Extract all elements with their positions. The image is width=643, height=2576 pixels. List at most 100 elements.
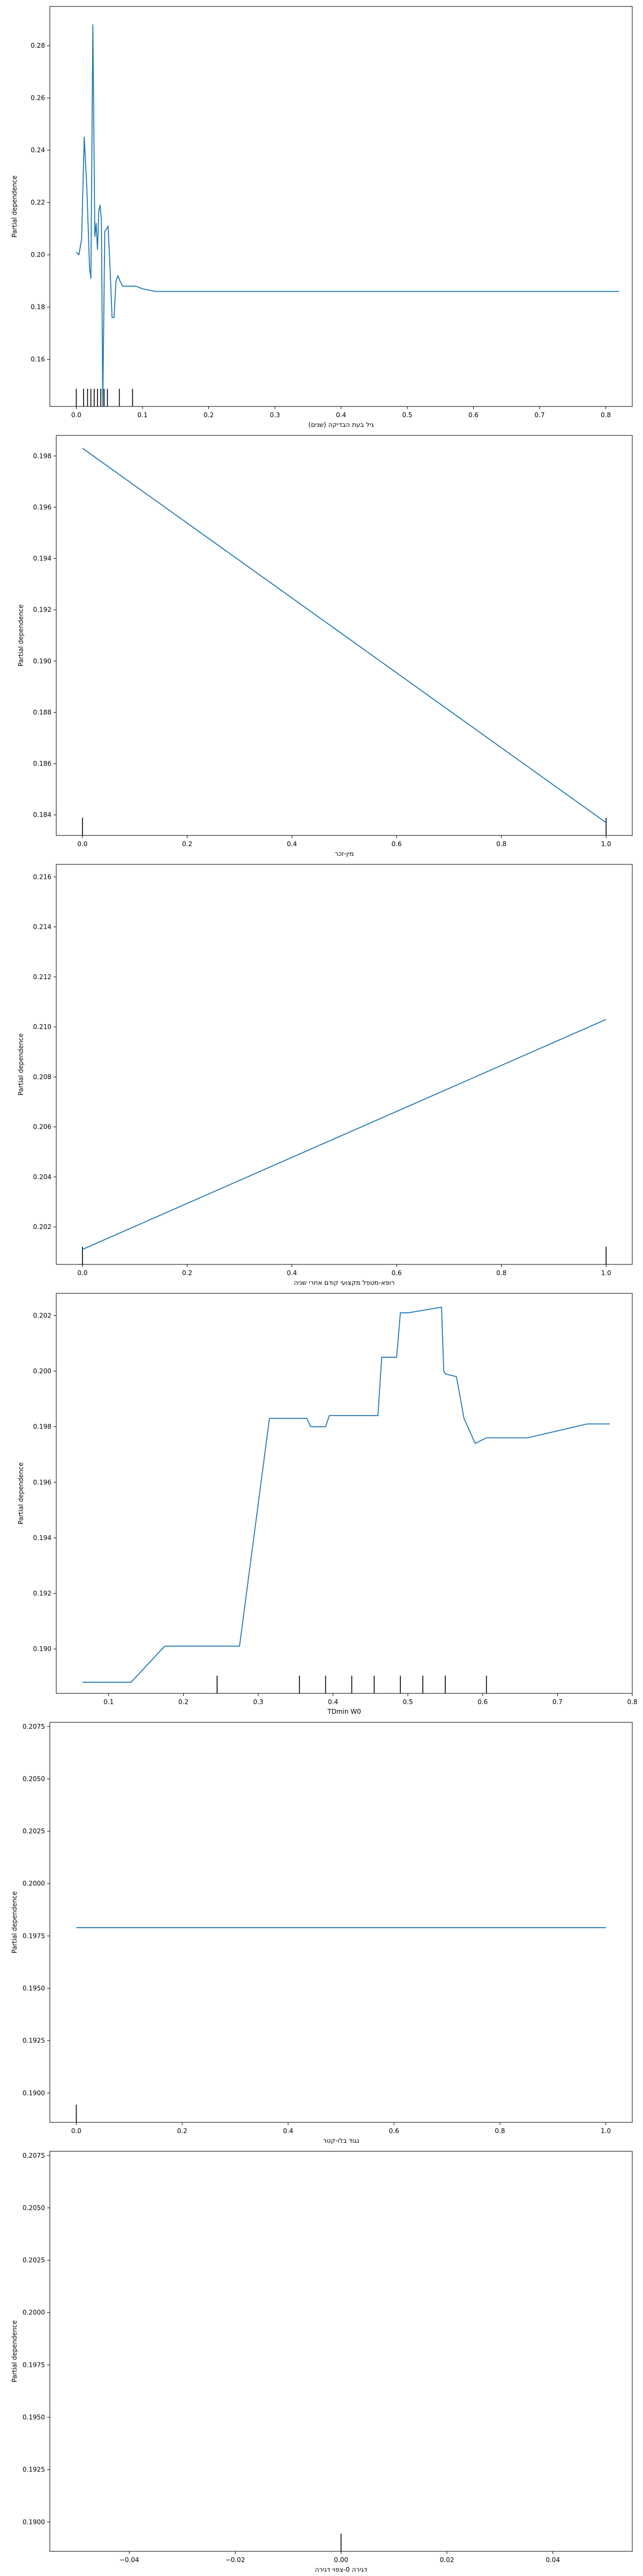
y-tick-label: 0.192 bbox=[33, 1590, 51, 1597]
y-tick-label: 0.2075 bbox=[23, 1723, 45, 1730]
x-tick-label: 0.4 bbox=[336, 411, 346, 419]
x-tick-label: 0.6 bbox=[392, 840, 402, 848]
x-tick-label: 0.2 bbox=[177, 2127, 187, 2135]
x-tick-label: 0.0 bbox=[71, 2127, 81, 2135]
x-tick-label: 0.02 bbox=[440, 2556, 454, 2564]
chart-panel-2: 0.0 0.2 0.4 0.6 0.8 1.0 0.184 0.186 0.188 0.190 0.… bbox=[17, 435, 633, 857]
y-tick-label: 0.24 bbox=[31, 146, 45, 154]
x-tick-label: 0.2 bbox=[204, 411, 214, 419]
x-tick-label: 0.5 bbox=[403, 1698, 413, 1706]
x-tick-label: 0.5 bbox=[402, 411, 412, 419]
chart-panel-3: 0.0 0.2 0.4 0.6 0.8 1.0 0.202 0.204 0.206 0.208 0.… bbox=[17, 864, 633, 1286]
y-tick-label: 0.192 bbox=[33, 606, 51, 613]
x-tick-label: 0.3 bbox=[253, 1698, 263, 1706]
x-tick-label: 1.0 bbox=[601, 1269, 611, 1277]
x-tick-label: 0.0 bbox=[77, 1269, 87, 1277]
x-tick-label: 0.6 bbox=[477, 1698, 488, 1706]
y-tick-label: 0.2075 bbox=[23, 2152, 45, 2159]
y-tick-label: 0.2025 bbox=[23, 1827, 45, 1835]
x-tick-label: 0.00 bbox=[334, 2556, 348, 2564]
axes-frame bbox=[56, 1293, 633, 1694]
x-axis-label: TDmin W0 bbox=[327, 1708, 361, 1715]
x-tick-label: 0.1 bbox=[103, 1698, 114, 1706]
x-tick-label: 0.2 bbox=[182, 840, 192, 848]
x-tick-label: 0.8 bbox=[627, 1698, 637, 1706]
y-tick-label: 0.1900 bbox=[23, 2518, 45, 2526]
partial-dependence-line bbox=[82, 1306, 610, 1683]
y-axis-label: Partial dependence bbox=[17, 1033, 25, 1095]
x-tick-label: 0.1 bbox=[137, 411, 147, 419]
x-tick-label: 0.3 bbox=[270, 411, 280, 419]
x-tick-label: 0.8 bbox=[495, 2127, 505, 2135]
y-axis-label: Partial dependence bbox=[17, 604, 25, 667]
y-tick-label: 0.202 bbox=[33, 1223, 51, 1231]
y-tick-label: 0.26 bbox=[31, 94, 45, 102]
y-tick-label: 0.204 bbox=[33, 1173, 51, 1181]
y-tick-label: 0.1975 bbox=[23, 2361, 45, 2368]
y-tick-label: 0.190 bbox=[33, 657, 51, 665]
y-tick-label: 0.216 bbox=[33, 873, 51, 880]
y-tick-label: 0.1950 bbox=[23, 1985, 45, 1992]
y-tick-label: 0.200 bbox=[33, 1367, 51, 1375]
x-tick-label: 0.4 bbox=[287, 1269, 297, 1277]
y-tick-label: 0.16 bbox=[31, 356, 45, 363]
x-tick-label: 0.8 bbox=[496, 840, 506, 848]
axes-frame bbox=[49, 1722, 633, 2123]
y-tick-label: 0.212 bbox=[33, 973, 51, 981]
x-tick-label: 0.2 bbox=[182, 1269, 192, 1277]
chart-panel-5: 0.0 0.2 0.4 0.6 0.8 1.0 0.1900 0.1925 0.1950 0.19… bbox=[11, 1722, 633, 2144]
x-tick-label: 0.4 bbox=[287, 840, 297, 848]
y-axis-label: Partial dependence bbox=[11, 1891, 18, 1953]
y-tick-label: 0.2000 bbox=[23, 1880, 45, 1887]
y-tick-label: 0.186 bbox=[33, 760, 51, 767]
y-tick-label: 0.196 bbox=[33, 1478, 51, 1486]
x-tick-label: 0.6 bbox=[468, 411, 478, 419]
y-tick-label: 0.1900 bbox=[23, 2089, 45, 2097]
y-tick-label: 0.198 bbox=[33, 452, 51, 460]
x-axis-label: נגוד בלו-קטר bbox=[323, 2137, 360, 2144]
y-tick-label: 0.208 bbox=[33, 1073, 51, 1080]
y-tick-label: 0.198 bbox=[33, 1423, 51, 1431]
y-axis-label: Partial dependence bbox=[11, 175, 18, 238]
y-tick-label: 0.1925 bbox=[23, 2037, 45, 2045]
x-tick-label: 0.4 bbox=[328, 1698, 338, 1706]
y-tick-label: 0.194 bbox=[33, 555, 51, 562]
partial-dependence-line bbox=[82, 1019, 607, 1250]
x-tick-label: −0.04 bbox=[119, 2556, 139, 2564]
x-tick-label: 0.8 bbox=[496, 1269, 506, 1277]
partial-dependence-line bbox=[76, 24, 619, 407]
y-tick-label: 0.184 bbox=[33, 811, 51, 819]
x-tick-label: 0.8 bbox=[601, 411, 611, 419]
y-tick-label: 0.28 bbox=[31, 42, 45, 49]
x-tick-label: 0.04 bbox=[545, 2556, 560, 2564]
chart-panel-1: 0.0 0.1 0.2 0.3 0.4 0.5 0.6 0.7 0.8 0.16 0.18 0.20 0… bbox=[11, 6, 633, 428]
partial-dependence-line bbox=[82, 448, 607, 823]
y-tick-label: 0.196 bbox=[33, 504, 51, 511]
y-tick-label: 0.188 bbox=[33, 708, 51, 716]
x-tick-label: 1.0 bbox=[601, 840, 611, 848]
x-tick-label: 0.0 bbox=[77, 840, 87, 848]
y-tick-label: 0.20 bbox=[31, 251, 45, 258]
x-axis-label: דגירה 0-צפוי דגירה bbox=[315, 2566, 368, 2573]
y-axis-label: Partial dependence bbox=[17, 1462, 25, 1524]
x-tick-label: 0.7 bbox=[535, 411, 545, 419]
y-tick-label: 0.190 bbox=[33, 1645, 51, 1653]
x-tick-label: 0.6 bbox=[392, 1269, 402, 1277]
y-axis-label: Partial dependence bbox=[11, 2320, 18, 2382]
axes-frame bbox=[56, 864, 633, 1265]
y-tick-label: 0.1950 bbox=[23, 2414, 45, 2421]
x-tick-label: 1.0 bbox=[601, 2127, 611, 2135]
y-tick-label: 0.1975 bbox=[23, 1932, 45, 1940]
y-tick-label: 0.2050 bbox=[23, 2204, 45, 2211]
y-tick-label: 0.18 bbox=[31, 304, 45, 311]
chart-panel-4: 0.1 0.2 0.3 0.4 0.5 0.6 0.7 0.8 0.190 0.192 0.194 0… bbox=[17, 1293, 638, 1715]
y-tick-label: 0.194 bbox=[33, 1534, 51, 1542]
x-tick-label: 0.4 bbox=[283, 2127, 293, 2135]
x-tick-label: −0.02 bbox=[225, 2556, 245, 2564]
x-tick-label: 0.6 bbox=[389, 2127, 399, 2135]
y-tick-label: 0.2050 bbox=[23, 1775, 45, 1782]
y-tick-label: 0.1925 bbox=[23, 2466, 45, 2474]
